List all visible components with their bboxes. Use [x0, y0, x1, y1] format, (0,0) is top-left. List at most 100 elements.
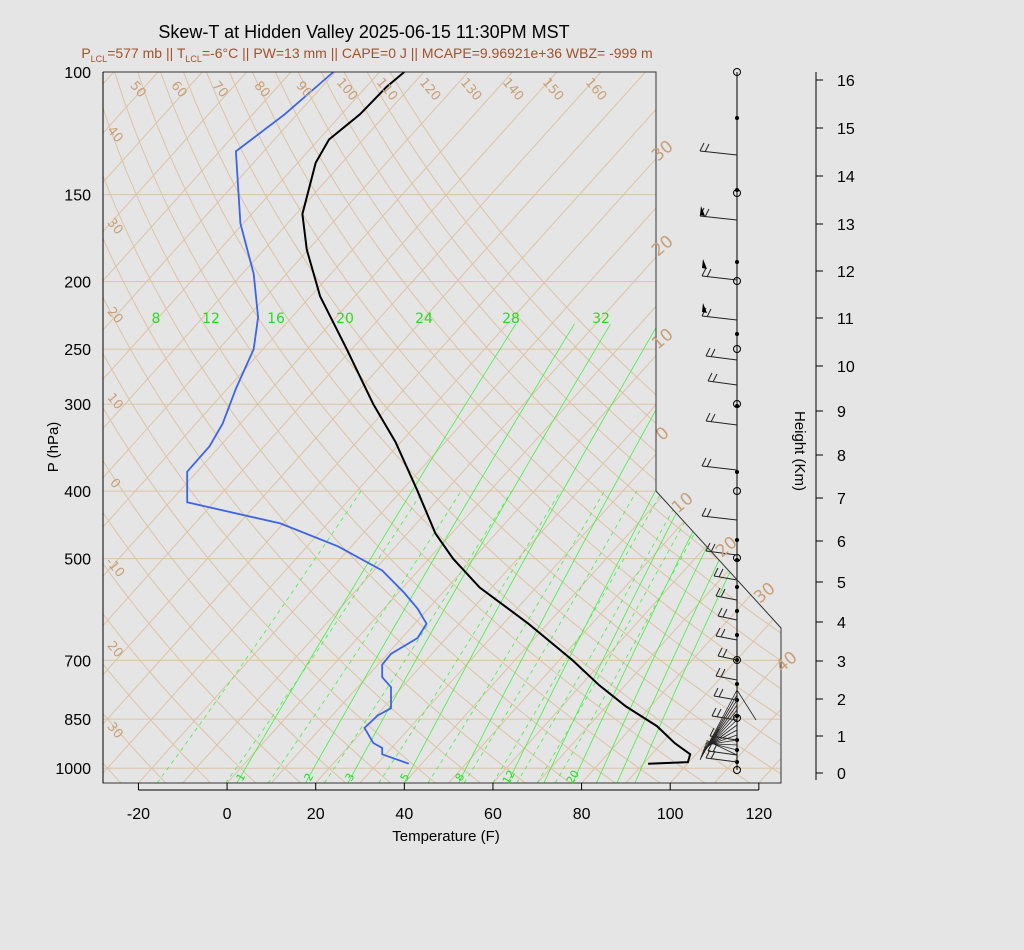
isotherm-line	[714, 72, 781, 783]
wind-barb	[715, 595, 738, 601]
isotherm-line	[0, 72, 25, 783]
wind-barb-feather	[717, 647, 723, 657]
right-isotherm-label: 0	[652, 423, 673, 445]
height-tick-label: 14	[837, 169, 855, 186]
wind-barb	[699, 150, 738, 156]
dry-adiabat	[103, 72, 167, 783]
mixing-ratio-line	[403, 323, 659, 783]
isotherm-line	[625, 72, 781, 783]
dry-adiabat	[103, 72, 481, 783]
mixing-ratio-label: 1	[234, 771, 249, 784]
wind-barb-feather	[711, 707, 717, 717]
wind-ring	[733, 656, 741, 664]
height-tick-label: 3	[837, 654, 846, 671]
plot-frame	[102, 71, 782, 784]
isotherm-label: 10	[104, 391, 126, 413]
dry-adiabat	[320, 72, 781, 783]
y-tick-label: 400	[64, 484, 91, 501]
wind-barb-feather	[720, 588, 726, 598]
mixing-ratio-label: 28	[502, 311, 520, 327]
x-tick-label: 0	[223, 806, 232, 823]
wind-barb-feather	[710, 543, 716, 553]
wind-ring	[733, 345, 741, 353]
wind-barb	[707, 380, 738, 386]
wind-barb	[701, 275, 738, 281]
moist-adiabat-line	[463, 490, 637, 783]
x-tick-label: 80	[573, 806, 591, 823]
height-tick-label: 0	[837, 766, 846, 783]
wind-dot	[735, 682, 739, 686]
mixing-ratio-line	[572, 323, 781, 783]
isotherm-label: 0	[106, 476, 123, 492]
moist-adiabat-line	[427, 490, 605, 783]
wind-barb-feather	[701, 457, 707, 467]
moist-adiabat-line	[554, 491, 718, 783]
mixing-ratio-label: 20	[564, 768, 582, 787]
wind-barbs	[699, 68, 757, 774]
moist-adiabat-line	[267, 490, 462, 783]
moist-adiabat-line	[156, 490, 362, 783]
mixing-ratio-label: 32	[592, 311, 610, 327]
height-tick-label: 16	[837, 73, 855, 90]
wind-pennant	[702, 303, 707, 313]
y-tick-label: 150	[64, 188, 91, 205]
height-tick-label: 10	[837, 359, 855, 376]
mixing-ratio-label: 16	[267, 311, 285, 327]
wind-barb	[704, 739, 738, 746]
wind-barb-feather	[705, 412, 711, 422]
right-isotherm-label: 30	[750, 579, 779, 608]
isotherm-line	[182, 72, 781, 783]
wind-barb-feather	[705, 542, 711, 552]
wind-barb-feather	[706, 268, 712, 278]
mixing-ratio-line	[305, 323, 575, 783]
moist-adiabat-line	[492, 491, 663, 783]
subtitle-rest: =-6°C || PW=13 mm || CAPE=0 J || MCAPE=9…	[202, 45, 653, 61]
isotherm-line	[103, 72, 602, 783]
height-tick-label: 15	[837, 121, 855, 138]
isotherm-line	[271, 72, 781, 783]
isotherm-line	[315, 72, 781, 783]
frame-outline	[102, 71, 782, 784]
dry-adiabat	[103, 72, 526, 783]
mixing-ratio-label: 2	[302, 771, 317, 784]
y-tick-label: 100	[64, 65, 91, 82]
subtitle-p-sub: LCL	[91, 54, 108, 64]
wind-barb-feather	[704, 208, 710, 218]
isotherm-line	[536, 72, 781, 783]
isotherm-line	[103, 72, 336, 783]
right-isotherm-label: 40	[772, 648, 801, 677]
x-tick-label: 100	[657, 806, 684, 823]
height-tick-label: 12	[837, 264, 855, 281]
height-tick-label: 7	[837, 491, 846, 508]
isotherm-line	[103, 72, 558, 783]
dry-adiabat	[103, 72, 212, 783]
wind-barb	[705, 741, 738, 751]
theta-label: 60	[168, 79, 190, 101]
data-series	[186, 71, 692, 765]
theta-label: 70	[209, 79, 231, 101]
mixing-ratio-label: 12	[202, 311, 220, 327]
wind-barb	[699, 215, 738, 221]
x-tick-label: 120	[745, 806, 772, 823]
dry-adiabat	[366, 72, 781, 783]
mixing-ratio-label: 3	[343, 771, 358, 784]
wind-barb	[717, 655, 738, 661]
wind-barb-feather	[718, 568, 724, 578]
dry-adiabat	[228, 72, 781, 783]
background-lines	[0, 72, 781, 783]
mixing-ratio-line	[634, 323, 781, 783]
dry-adiabat	[0, 72, 76, 783]
isotherm-line	[103, 72, 646, 783]
moist-adiabat-line	[378, 490, 561, 783]
wind-dot	[735, 260, 739, 264]
wind-barb-feather	[715, 587, 721, 597]
wind-dot	[735, 538, 739, 542]
isotherm-line	[403, 72, 781, 783]
wind-dot	[735, 585, 739, 589]
dewpoint-line	[186, 71, 428, 765]
wind-ring	[733, 68, 741, 76]
wind-barb-feather	[718, 688, 724, 698]
right-isotherm-label: 10	[668, 489, 697, 518]
